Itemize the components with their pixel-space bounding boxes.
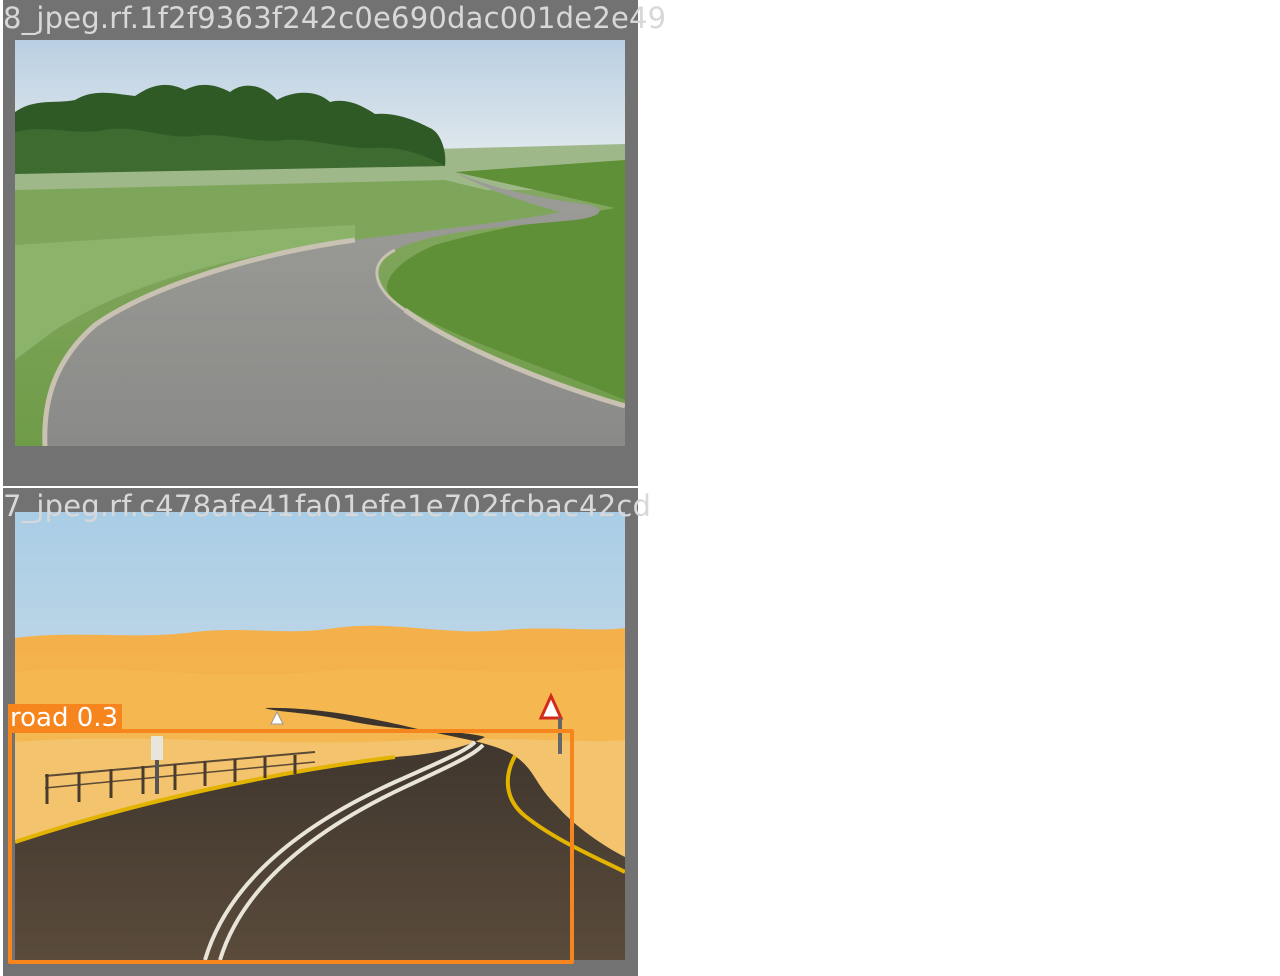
- road-field-photo: [15, 40, 625, 446]
- road-field-image: [15, 40, 625, 446]
- road-detection-box: [8, 729, 574, 964]
- image-title-2: 7_jpeg.rf.c478afe41fa01efe1e702fcbac42cd: [3, 489, 652, 523]
- desert-road-image: [15, 512, 625, 960]
- desert-road-photo: [15, 512, 625, 960]
- road-detection-label: road 0.3: [8, 704, 123, 732]
- image-title-1: 8_jpeg.rf.1f2f9363f242c0e690dac001de2e49: [3, 1, 667, 35]
